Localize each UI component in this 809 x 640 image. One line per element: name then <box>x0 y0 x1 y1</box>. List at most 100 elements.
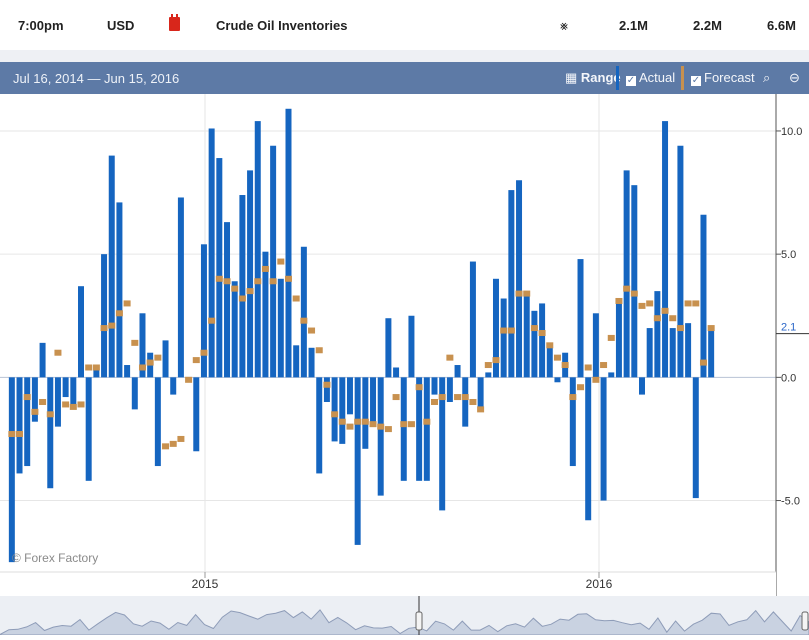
actual-bar[interactable] <box>508 190 515 378</box>
forecast-marker[interactable] <box>162 443 170 450</box>
navigator-handle-left[interactable] <box>415 611 423 631</box>
actual-bar[interactable] <box>539 303 546 378</box>
forecast-marker[interactable] <box>477 406 485 413</box>
actual-bar[interactable] <box>85 377 92 481</box>
actual-bar[interactable] <box>224 222 231 378</box>
actual-bar[interactable] <box>108 155 115 378</box>
actual-bar[interactable] <box>362 377 369 449</box>
actual-bar[interactable] <box>569 377 576 467</box>
forecast-marker[interactable] <box>200 349 208 356</box>
forecast-marker[interactable] <box>561 362 569 369</box>
actual-bar[interactable] <box>393 367 400 378</box>
forecast-marker[interactable] <box>215 275 223 282</box>
forecast-marker[interactable] <box>46 411 54 418</box>
actual-bar[interactable] <box>408 315 415 378</box>
magnifier-icon[interactable]: ⌕ <box>763 70 771 85</box>
actual-bar[interactable] <box>270 145 277 378</box>
forecast-marker[interactable] <box>446 354 454 361</box>
actual-bar[interactable] <box>162 340 169 378</box>
forecast-marker[interactable] <box>600 362 608 369</box>
forecast-marker[interactable] <box>469 398 477 405</box>
forecast-marker[interactable] <box>669 315 677 322</box>
zoom-out-icon[interactable]: ⊖ <box>789 70 800 85</box>
forecast-marker[interactable] <box>192 357 200 364</box>
actual-bar[interactable] <box>339 377 346 444</box>
actual-bar[interactable] <box>31 377 38 422</box>
forecast-marker[interactable] <box>423 418 431 425</box>
actual-bar[interactable] <box>239 195 246 378</box>
forecast-marker[interactable] <box>338 418 346 425</box>
forecast-marker[interactable] <box>699 359 707 366</box>
forecast-marker[interactable] <box>630 290 638 297</box>
forecast-marker[interactable] <box>454 394 462 401</box>
forecast-marker[interactable] <box>538 330 546 336</box>
forecast-marker[interactable] <box>92 364 100 371</box>
actual-bar[interactable] <box>669 328 676 378</box>
forecast-marker[interactable] <box>54 349 62 356</box>
forecast-marker[interactable] <box>246 288 254 295</box>
actual-bar[interactable] <box>615 298 622 378</box>
actual-bar[interactable] <box>492 278 499 378</box>
forecast-marker[interactable] <box>223 278 231 285</box>
actual-bar[interactable] <box>708 330 715 378</box>
actual-bar[interactable] <box>546 345 553 378</box>
forecast-marker[interactable] <box>553 354 561 361</box>
actual-bar[interactable] <box>516 180 523 378</box>
forecast-marker[interactable] <box>346 423 354 430</box>
actual-bar[interactable] <box>646 328 653 378</box>
forecast-marker[interactable] <box>530 325 538 332</box>
forecast-marker[interactable] <box>269 278 277 285</box>
event-row[interactable]: 7:00pm USD Crude Oil Inventories ⨳ 2.1M … <box>0 0 809 51</box>
forecast-marker[interactable] <box>323 381 331 388</box>
forecast-marker[interactable] <box>138 364 146 371</box>
actual-bar[interactable] <box>385 318 392 378</box>
forecast-marker[interactable] <box>384 426 392 433</box>
forecast-marker[interactable] <box>185 376 193 383</box>
actual-bar[interactable] <box>131 377 138 410</box>
forecast-marker[interactable] <box>623 285 631 292</box>
forecast-marker[interactable] <box>31 408 39 415</box>
forecast-marker[interactable] <box>315 347 323 354</box>
actual-bar[interactable] <box>500 298 507 378</box>
actual-bar[interactable] <box>469 261 476 378</box>
forecast-marker[interactable] <box>661 307 669 314</box>
actual-bar[interactable] <box>585 377 592 521</box>
forecast-marker[interactable] <box>85 364 93 371</box>
actual-bar[interactable] <box>24 377 31 467</box>
actual-bar[interactable] <box>639 377 645 395</box>
forecast-marker[interactable] <box>615 297 623 304</box>
forecast-marker[interactable] <box>177 435 185 442</box>
actual-bar[interactable] <box>423 377 430 481</box>
actual-bar[interactable] <box>531 310 538 378</box>
actual-bar[interactable] <box>216 158 223 378</box>
forecast-marker[interactable] <box>123 300 131 307</box>
actual-bar[interactable] <box>177 197 184 378</box>
forecast-marker[interactable] <box>407 421 415 428</box>
actual-bar[interactable] <box>662 121 669 378</box>
range-button[interactable]: ▦ Range <box>565 70 621 86</box>
forecast-marker[interactable] <box>284 275 292 282</box>
navigator-handle-right[interactable] <box>801 611 809 631</box>
forecast-marker[interactable] <box>692 300 700 307</box>
forecast-marker[interactable] <box>8 431 16 438</box>
actual-bar[interactable] <box>62 377 69 398</box>
actual-bar[interactable] <box>47 377 54 489</box>
actual-bar[interactable] <box>254 121 261 378</box>
actual-bar[interactable] <box>285 108 292 378</box>
forecast-marker[interactable] <box>231 285 239 292</box>
actual-bar[interactable] <box>16 377 23 474</box>
forecast-marker[interactable] <box>115 310 123 317</box>
actual-bar[interactable] <box>600 377 607 501</box>
forecast-marker[interactable] <box>492 357 500 364</box>
event-name[interactable]: Crude Oil Inventories <box>216 18 348 33</box>
forecast-marker[interactable] <box>238 295 246 302</box>
actual-bar[interactable] <box>101 254 108 378</box>
forecast-marker[interactable] <box>584 364 592 371</box>
actual-bar[interactable] <box>677 145 684 378</box>
forecast-marker[interactable] <box>461 394 469 401</box>
forecast-marker[interactable] <box>646 300 654 307</box>
forecast-marker[interactable] <box>69 403 77 410</box>
actual-bar[interactable] <box>39 342 46 378</box>
forecast-marker[interactable] <box>16 431 24 438</box>
actual-bar[interactable] <box>654 291 661 378</box>
